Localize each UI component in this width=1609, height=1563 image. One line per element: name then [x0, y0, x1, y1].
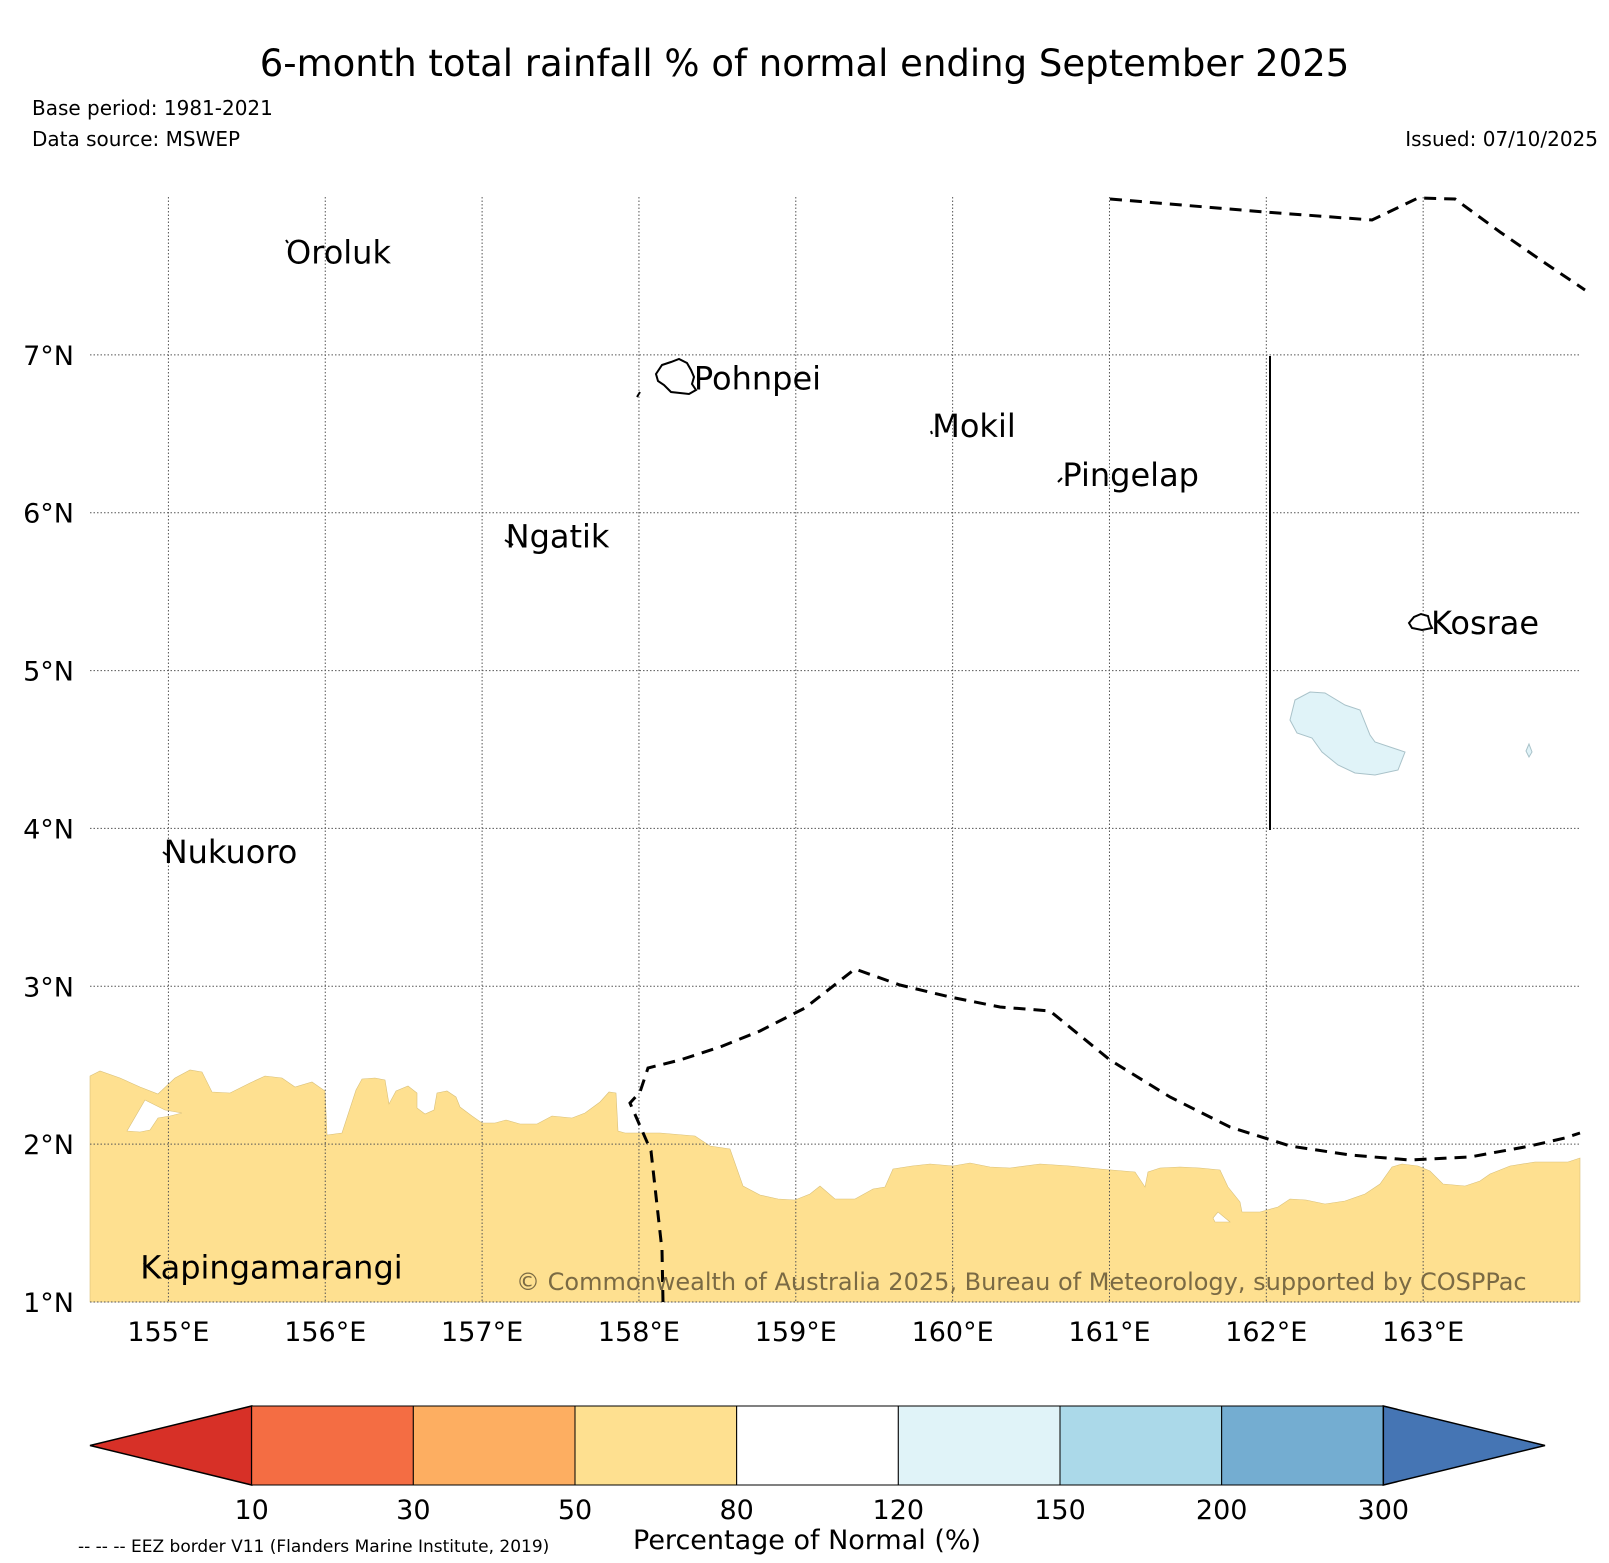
kapingamarangi-atoll	[143, 1262, 147, 1268]
latitude-tick-label: 2°N	[23, 1130, 74, 1161]
colorbar-extend-high	[1382, 1405, 1546, 1486]
base-period: Base period: 1981-2021	[32, 96, 273, 120]
latitude-tick-label: 1°N	[23, 1288, 74, 1319]
latitude-labels: 1°N 2°N 3°N 4°N 5°N 6°N 7°N	[23, 341, 74, 1319]
place-label: Pohnpei	[694, 360, 821, 398]
longitude-tick-label: 162°E	[1225, 1317, 1307, 1348]
kosrae-outline	[1407, 612, 1434, 632]
place-label: Pingelap	[1062, 456, 1199, 494]
colorbar-tick-label: 120	[873, 1495, 925, 1526]
latitude-tick-label: 5°N	[23, 657, 74, 688]
colorbar-bin	[1221, 1405, 1384, 1486]
nukuoro-atoll	[162, 851, 168, 856]
colorbar-tick-label: 10	[234, 1495, 268, 1526]
colorbar-bin	[574, 1405, 738, 1486]
longitude-tick-label: 161°E	[1068, 1317, 1150, 1348]
rainfall-region-50-80	[89, 1069, 1581, 1303]
colorbar-extend-low	[89, 1405, 253, 1486]
longitude-tick-label: 156°E	[284, 1317, 366, 1348]
place-label: Oroluk	[286, 233, 391, 271]
place-label: Kapingamarangi	[140, 1248, 402, 1286]
colorbar-tick-label: 80	[719, 1495, 753, 1526]
mokil-atoll	[930, 430, 933, 435]
colorbar-bin	[736, 1405, 899, 1486]
colorbar-bin	[897, 1405, 1061, 1486]
longitude-tick-label: 163°E	[1382, 1317, 1464, 1348]
latitude-tick-label: 3°N	[23, 972, 74, 1003]
longitude-labels: 155°E 156°E 157°E 158°E 159°E 160°E 161°E 162°E…	[127, 1317, 1464, 1348]
longitude-tick-label: 157°E	[441, 1317, 523, 1348]
issued-date: Issued: 07/10/2025	[1405, 127, 1598, 151]
colorbar-bin	[251, 1405, 414, 1486]
ngatik-atoll	[504, 539, 514, 546]
oroluk-atoll	[285, 239, 289, 244]
colorbar-tick-label: 50	[558, 1495, 592, 1526]
rainfall-region-120-150-small	[1525, 742, 1533, 759]
ant-atoll	[636, 391, 641, 398]
longitude-tick-label: 159°E	[755, 1317, 837, 1348]
rainfall-region-120-150	[1289, 691, 1406, 776]
place-labels: Oroluk Pohnpei Mokil Pingelap Ngatik Kosrae Nu…	[140, 233, 1539, 1286]
colorbar-bin	[1059, 1405, 1223, 1486]
colorbar-tick-label: 30	[396, 1495, 430, 1526]
colorbar-bin	[412, 1405, 576, 1486]
pohnpei-outline	[654, 357, 698, 396]
place-label: Mokil	[932, 407, 1016, 445]
longitude-tick-label: 155°E	[127, 1317, 209, 1348]
colorbar-tick-label: 150	[1034, 1495, 1086, 1526]
map-title: 6-month total rainfall % of normal endin…	[259, 42, 1350, 85]
colorbar-title: Percentage of Normal (%)	[633, 1525, 982, 1556]
eez-border-note: -- -- -- EEZ border V11 (Flanders Marine…	[78, 1537, 550, 1557]
atoll-marks	[143, 239, 1063, 1268]
longitude-tick-label: 160°E	[912, 1317, 994, 1348]
latitude-tick-label: 7°N	[23, 341, 74, 372]
colorbar-tick-label: 200	[1196, 1495, 1248, 1526]
colorbar: 10 30 50 80 120 150 200 300	[89, 1405, 1546, 1526]
latitude-tick-label: 6°N	[23, 499, 74, 530]
place-label: Ngatik	[506, 517, 610, 555]
data-source: Data source: MSWEP	[32, 127, 241, 151]
longitude-tick-label: 158°E	[598, 1317, 680, 1348]
latitude-tick-label: 4°N	[23, 814, 74, 845]
place-label: Nukuoro	[164, 833, 298, 871]
rainfall-gap-161e	[1212, 1211, 1231, 1223]
graticule	[90, 197, 1580, 1303]
place-label: Kosrae	[1431, 604, 1539, 642]
pingelap-atoll	[1057, 477, 1063, 483]
colorbar-tick-label: 300	[1358, 1495, 1410, 1526]
rainfall-gap-155e	[126, 1099, 183, 1133]
copyright-notice: © Commonwealth of Australia 2025, Bureau…	[516, 1268, 1527, 1296]
